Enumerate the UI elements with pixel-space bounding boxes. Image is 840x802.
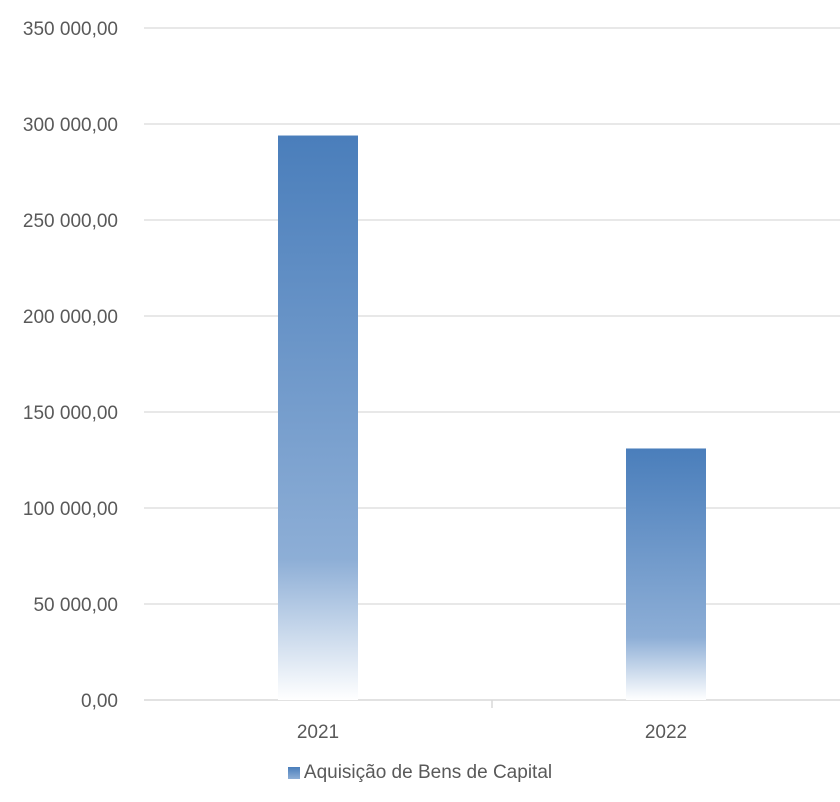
axes (144, 699, 840, 708)
y-tick-label: 150 000,00 (23, 403, 118, 424)
y-tick-label: 300 000,00 (23, 115, 118, 136)
x-tick-label: 2021 (297, 722, 339, 743)
legend-swatch (287, 767, 300, 779)
bar-2022 (626, 448, 706, 700)
bars (278, 135, 706, 700)
legend: Aquisição de Bens de Capital (0, 762, 840, 784)
y-tick-label: 250 000,00 (23, 211, 118, 232)
bar-2021 (278, 135, 358, 700)
y-tick-label: 0,00 (81, 691, 118, 712)
y-tick-label: 100 000,00 (23, 499, 118, 520)
y-tick-label: 200 000,00 (23, 307, 118, 328)
y-tick-label: 50 000,00 (33, 595, 118, 616)
tick-labels: 0,00 50 000,00 100 000,00 150 000,00 200 000… (23, 19, 687, 743)
y-tick-label: 350 000,00 (23, 19, 118, 40)
x-tick-label: 2022 (645, 722, 687, 743)
gridlines (144, 27, 840, 605)
legend-label: Aquisição de Bens de Capital (303, 762, 553, 783)
